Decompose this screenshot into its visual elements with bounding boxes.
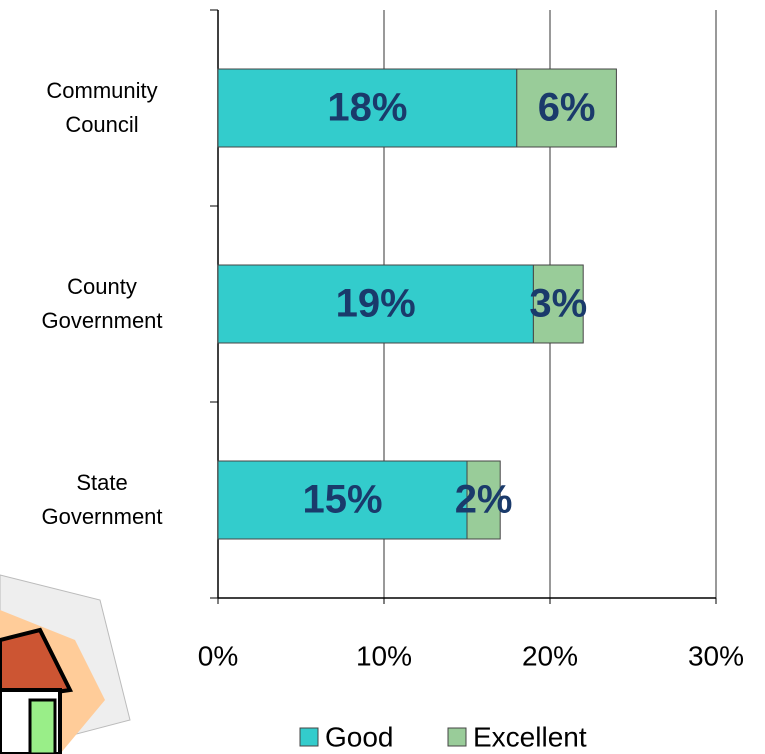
bar-segment	[217, 460, 468, 540]
value-label: 6%	[538, 86, 596, 130]
house-icon	[0, 574, 131, 754]
x-tick-label: 0%	[198, 640, 238, 671]
bar-segment	[466, 460, 501, 540]
bar-segment	[217, 264, 534, 344]
legend-label: Good	[325, 721, 394, 752]
x-tick-label: 30%	[688, 640, 744, 671]
bar-segment	[516, 68, 617, 148]
bar-segment	[217, 68, 518, 148]
bar-segment	[532, 264, 584, 344]
value-label: 3%	[529, 282, 587, 326]
legend-swatch	[447, 727, 467, 747]
y-tick-label: Community Council	[46, 78, 158, 137]
value-label: 2%	[455, 478, 513, 522]
x-tick-label: 20%	[522, 640, 578, 671]
y-tick-label: State Government	[41, 470, 163, 529]
value-label: 15%	[302, 478, 382, 522]
value-label: 19%	[336, 282, 416, 326]
legend-label: Excellent	[473, 721, 587, 752]
x-tick-label: 10%	[356, 640, 412, 671]
y-tick-label: County Government	[41, 274, 163, 333]
value-label: 18%	[327, 86, 407, 130]
legend-swatch	[299, 727, 319, 747]
